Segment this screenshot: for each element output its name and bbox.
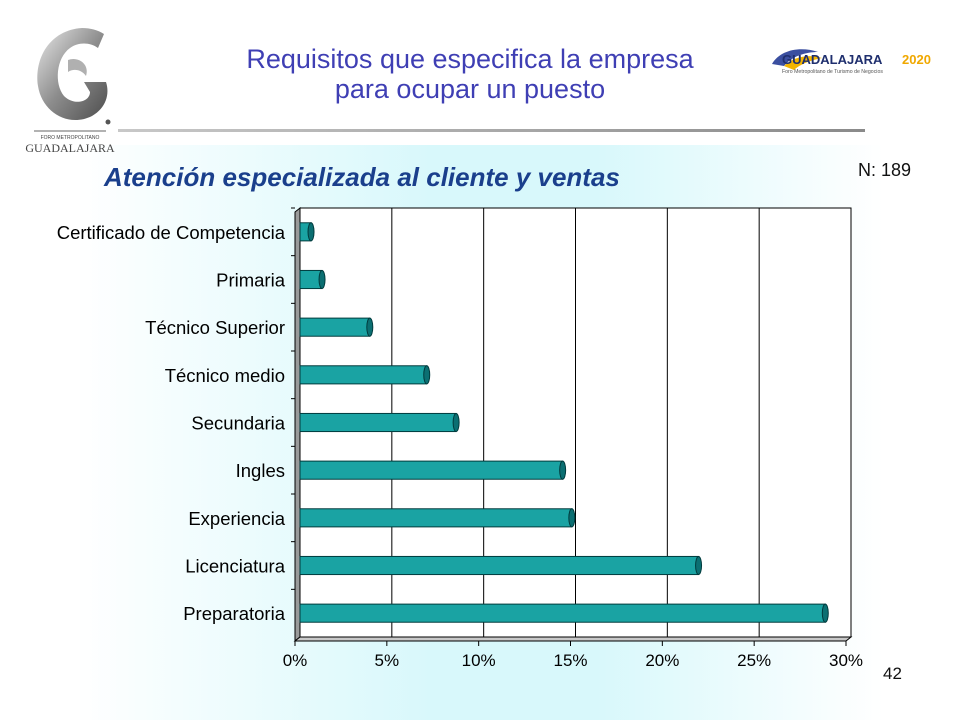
y-category-label: Preparatoria [183,603,286,624]
x-tick-label: 30% [829,651,863,670]
right-logo-year: 2020 [902,52,931,67]
x-tick-label: 15% [553,651,587,670]
y-category-label: Técnico medio [165,365,285,386]
header-background [0,0,960,145]
x-tick-label: 25% [737,651,771,670]
page-title-line-2: para ocupar un puesto [334,74,606,104]
bar [299,365,428,385]
y-category-label: Secundaria [191,413,285,434]
x-tick-label: 0% [283,651,308,670]
page-title-line-1: Requisitos que especifica la empresa [246,44,694,74]
y-category-label: Ingles [236,460,285,481]
plot-left-wall [294,206,301,643]
bar [299,603,826,623]
chart-title: Atención especializada al cliente y vent… [104,162,620,192]
bar-cap [423,365,431,385]
bar [299,317,371,337]
y-category-label: Experiencia [188,508,285,529]
bar [299,508,573,528]
x-tick-label: 5% [375,651,400,670]
y-category-label: Licenciatura [185,556,285,577]
x-tick-label: 10% [462,651,496,670]
y-category-label: Certificado de Competencia [57,222,286,243]
left-logo-small-text: FORO METROPOLITANO [41,135,100,141]
bar [299,412,457,433]
guadalajara-2020-logo: GUADALAJARA 2020 Foro Metropolitano de T… [770,42,950,87]
page-title: Requisitos que especifica la empresa par… [165,44,775,104]
right-logo-text: GUADALAJARA [782,52,883,67]
right-logo-tagline: Foro Metropolitano de Turismo de Negocio… [782,69,883,75]
bar-cap [452,412,460,433]
bar-cap [821,603,829,623]
bar-cap [695,555,703,576]
bar-cap [568,508,576,528]
x-tick-label: 20% [645,651,679,670]
sample-size-label: N: 189 [858,160,912,180]
bar-cap [559,460,567,480]
title-divider [118,129,865,132]
bar [299,460,564,480]
plot-floor [293,636,853,642]
bar-cap [318,269,326,290]
page-number: 42 [883,664,902,683]
left-logo-text: GUADALAJARA [25,141,115,155]
guadalajara-left-logo: FORO METROPOLITANO GUADALAJARA [20,20,120,165]
bar-cap [366,317,374,337]
bar [299,555,700,576]
y-category-label: Primaria [216,270,286,291]
bar-cap [307,222,315,242]
y-category-label: Técnico Superior [145,317,285,338]
